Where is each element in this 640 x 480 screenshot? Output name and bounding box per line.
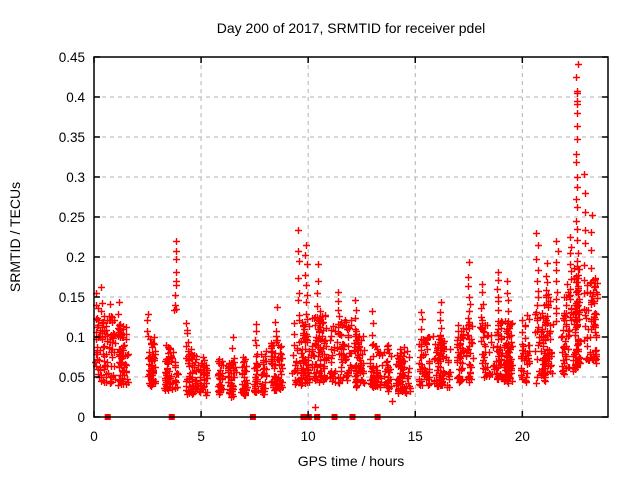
y-tick-label: 0.1 [66, 330, 85, 345]
chart-title: Day 200 of 2017, SRMTID for receiver pde… [216, 20, 486, 36]
y-tick-label: 0.3 [66, 170, 85, 185]
y-tick-label: 0 [77, 410, 85, 425]
y-tick-label: 0.2 [66, 250, 85, 265]
x-axis-title: GPS time / hours [297, 453, 405, 469]
x-tick-label: 15 [408, 429, 423, 444]
x-tick-label: 10 [301, 429, 316, 444]
y-tick-label: 0.4 [66, 90, 85, 105]
y-tick-label: 0.35 [59, 130, 85, 145]
y-tick-label: 0.15 [59, 290, 85, 305]
x-tick-label: 20 [515, 429, 530, 444]
x-tick-label: 5 [197, 429, 205, 444]
data-points-plus [92, 61, 601, 411]
plot-border [93, 56, 609, 418]
x-tick-label: 0 [90, 429, 98, 444]
y-tick-label: 0.05 [59, 370, 85, 385]
y-tick-label: 0.25 [59, 210, 85, 225]
y-tick-label: 0.45 [59, 50, 85, 65]
